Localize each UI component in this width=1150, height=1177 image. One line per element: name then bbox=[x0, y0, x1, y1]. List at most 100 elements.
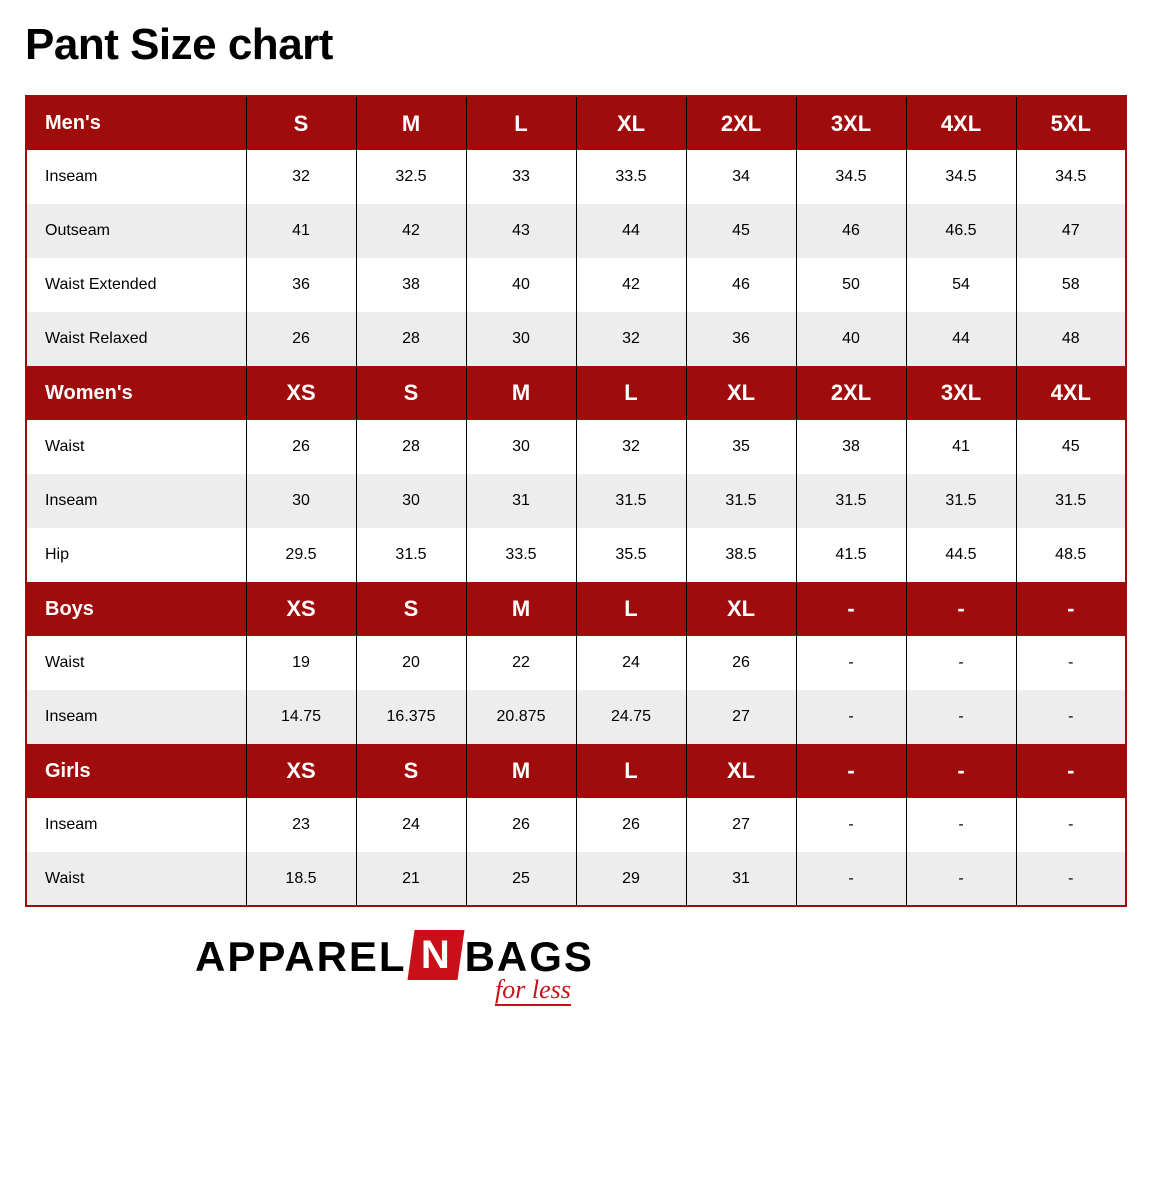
size-header-cell: L bbox=[576, 366, 686, 420]
size-header-cell: 2XL bbox=[796, 366, 906, 420]
measurement-value: 29.5 bbox=[246, 528, 356, 582]
size-header-cell: XL bbox=[576, 96, 686, 150]
measurement-value: 20.875 bbox=[466, 690, 576, 744]
size-header-cell: XL bbox=[686, 366, 796, 420]
section-label: Men's bbox=[26, 96, 246, 150]
size-header-cell: - bbox=[906, 582, 1016, 636]
section-label: Boys bbox=[26, 582, 246, 636]
measurement-value: 18.5 bbox=[246, 852, 356, 906]
size-header-cell: L bbox=[466, 96, 576, 150]
measurement-value: - bbox=[1016, 798, 1126, 852]
section-header-row: Women'sXSSMLXL2XL3XL4XL bbox=[26, 366, 1126, 420]
logo-text: APPAREL n BaGS bbox=[195, 932, 695, 982]
measurement-value: 58 bbox=[1016, 258, 1126, 312]
measurement-value: - bbox=[906, 636, 1016, 690]
measurement-value: 48.5 bbox=[1016, 528, 1126, 582]
measurement-value: 26 bbox=[576, 798, 686, 852]
size-header-cell: L bbox=[576, 582, 686, 636]
size-header-cell: 2XL bbox=[686, 96, 796, 150]
measurement-value: - bbox=[906, 798, 1016, 852]
measurement-value: 38 bbox=[356, 258, 466, 312]
brand-logo: APPAREL n BaGS for less bbox=[195, 932, 695, 1032]
table-row: Inseam30303131.531.531.531.531.5 bbox=[26, 474, 1126, 528]
measurement-value: 38.5 bbox=[686, 528, 796, 582]
measurement-value: 30 bbox=[246, 474, 356, 528]
measurement-value: 34.5 bbox=[1016, 150, 1126, 204]
section-header-row: BoysXSSMLXL--- bbox=[26, 582, 1126, 636]
measurement-value: 31.5 bbox=[906, 474, 1016, 528]
measurement-value: - bbox=[906, 852, 1016, 906]
measurement-value: 24 bbox=[356, 798, 466, 852]
measurement-value: - bbox=[1016, 690, 1126, 744]
section-header-row: GirlsXSSMLXL--- bbox=[26, 744, 1126, 798]
measurement-value: 26 bbox=[246, 420, 356, 474]
measurement-value: 30 bbox=[356, 474, 466, 528]
measurement-value: 40 bbox=[796, 312, 906, 366]
measurement-label: Hip bbox=[26, 528, 246, 582]
measurement-value: 24 bbox=[576, 636, 686, 690]
size-header-cell: 4XL bbox=[1016, 366, 1126, 420]
measurement-value: - bbox=[796, 690, 906, 744]
table-row: Hip29.531.533.535.538.541.544.548.5 bbox=[26, 528, 1126, 582]
measurement-value: 30 bbox=[466, 312, 576, 366]
size-header-cell: M bbox=[466, 582, 576, 636]
measurement-value: 33 bbox=[466, 150, 576, 204]
measurement-value: 31.5 bbox=[686, 474, 796, 528]
measurement-value: 45 bbox=[1016, 420, 1126, 474]
measurement-value: - bbox=[796, 636, 906, 690]
table-row: Waist Relaxed2628303236404448 bbox=[26, 312, 1126, 366]
logo-word-apparel: APPAREL bbox=[195, 933, 407, 981]
section-header-row: Men'sSMLXL2XL3XL4XL5XL bbox=[26, 96, 1126, 150]
measurement-value: 36 bbox=[246, 258, 356, 312]
logo-accent-box: n bbox=[407, 930, 464, 980]
measurement-value: 44 bbox=[906, 312, 1016, 366]
measurement-label: Inseam bbox=[26, 798, 246, 852]
measurement-value: 54 bbox=[906, 258, 1016, 312]
size-header-cell: XS bbox=[246, 582, 356, 636]
table-row: Waist2628303235384145 bbox=[26, 420, 1126, 474]
measurement-value: 23 bbox=[246, 798, 356, 852]
measurement-value: 34.5 bbox=[906, 150, 1016, 204]
measurement-value: 36 bbox=[686, 312, 796, 366]
measurement-value: 35.5 bbox=[576, 528, 686, 582]
size-header-cell: XL bbox=[686, 582, 796, 636]
measurement-value: 32 bbox=[576, 312, 686, 366]
measurement-value: 38 bbox=[796, 420, 906, 474]
size-header-cell: 3XL bbox=[906, 366, 1016, 420]
measurement-value: 27 bbox=[686, 798, 796, 852]
measurement-value: 48 bbox=[1016, 312, 1126, 366]
size-header-cell: - bbox=[1016, 744, 1126, 798]
measurement-value: - bbox=[1016, 636, 1126, 690]
measurement-label: Inseam bbox=[26, 474, 246, 528]
measurement-label: Waist Relaxed bbox=[26, 312, 246, 366]
measurement-value: 41 bbox=[906, 420, 1016, 474]
measurement-value: - bbox=[906, 690, 1016, 744]
measurement-label: Outseam bbox=[26, 204, 246, 258]
measurement-value: 47 bbox=[1016, 204, 1126, 258]
measurement-value: 32.5 bbox=[356, 150, 466, 204]
size-header-cell: XS bbox=[246, 366, 356, 420]
size-header-cell: - bbox=[1016, 582, 1126, 636]
measurement-value: - bbox=[796, 852, 906, 906]
measurement-value: 30 bbox=[466, 420, 576, 474]
measurement-value: 22 bbox=[466, 636, 576, 690]
measurement-value: 31.5 bbox=[1016, 474, 1126, 528]
size-header-cell: 3XL bbox=[796, 96, 906, 150]
logo-word-bags: BaGS bbox=[465, 933, 594, 981]
measurement-value: 31.5 bbox=[576, 474, 686, 528]
size-header-cell: M bbox=[466, 366, 576, 420]
size-header-cell: - bbox=[796, 582, 906, 636]
measurement-value: 44 bbox=[576, 204, 686, 258]
measurement-value: 41.5 bbox=[796, 528, 906, 582]
measurement-value: 32 bbox=[246, 150, 356, 204]
size-header-cell: XS bbox=[246, 744, 356, 798]
measurement-value: - bbox=[796, 798, 906, 852]
measurement-value: 21 bbox=[356, 852, 466, 906]
measurement-label: Waist bbox=[26, 852, 246, 906]
measurement-value: 28 bbox=[356, 312, 466, 366]
size-header-cell: - bbox=[906, 744, 1016, 798]
measurement-value: 33.5 bbox=[576, 150, 686, 204]
size-header-cell: - bbox=[796, 744, 906, 798]
measurement-value: 46 bbox=[796, 204, 906, 258]
size-header-cell: S bbox=[246, 96, 356, 150]
